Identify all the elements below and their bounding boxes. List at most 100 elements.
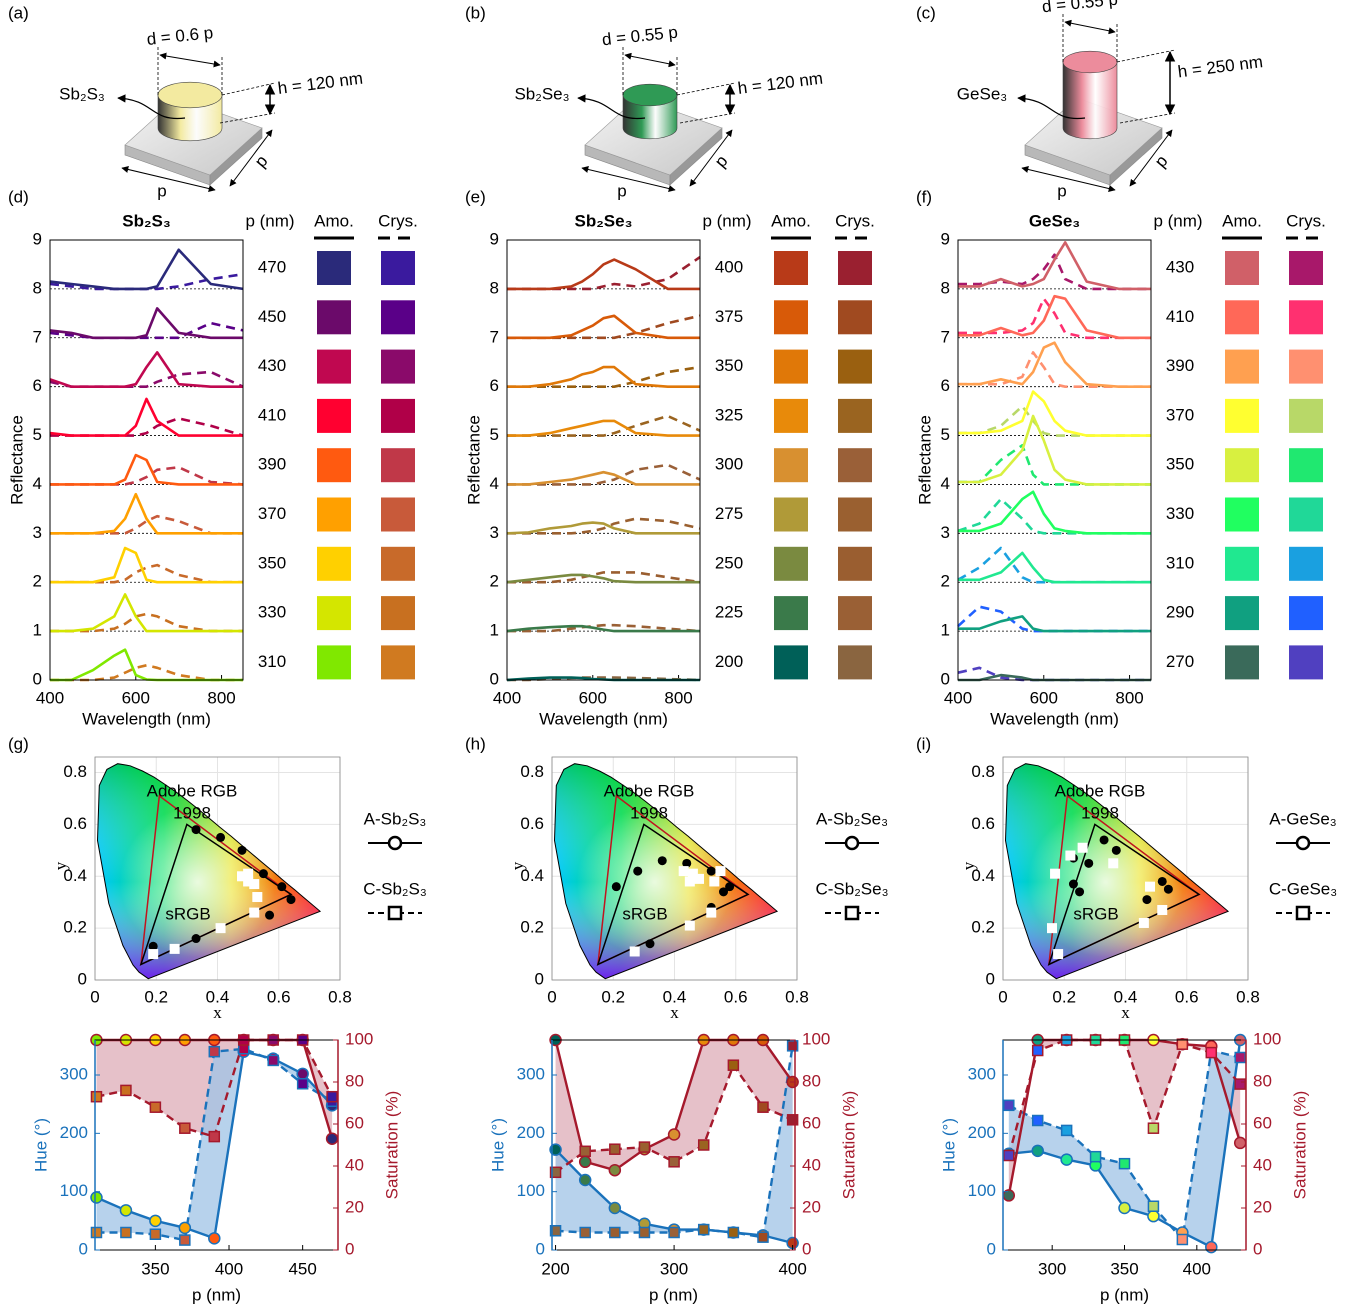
point <box>90 1191 103 1204</box>
dim-arrow <box>159 52 221 68</box>
plot-frame <box>94 756 341 981</box>
legend-label: A-Sb₂Se₃ <box>816 809 888 828</box>
crystalline-point <box>249 907 260 918</box>
amorphous-point <box>633 866 643 876</box>
x-tick-label: 0.2 <box>1052 987 1076 1006</box>
crystalline-point <box>252 892 263 903</box>
legend-label: C-Sb₂Se₃ <box>815 879 888 898</box>
amo-swatch <box>317 596 351 631</box>
point <box>757 1101 769 1113</box>
crystalline-curve <box>50 612 243 633</box>
chart-title: GeSe₃ <box>1029 211 1080 230</box>
crys-swatch <box>1289 497 1323 532</box>
gamut-label: sRGB <box>165 904 210 923</box>
y2-tick-label: 0 <box>802 1239 811 1258</box>
pillar <box>157 94 223 142</box>
range-band <box>555 1045 793 1243</box>
x-axis-label: Wavelength (nm) <box>990 709 1119 728</box>
crys-swatch <box>838 645 872 680</box>
panel-label: (h) <box>465 734 486 753</box>
period-value: 250 <box>715 553 743 572</box>
point <box>1003 1099 1015 1112</box>
point <box>1233 1136 1247 1150</box>
point <box>1060 1153 1073 1166</box>
y-tick-label: 200 <box>968 1123 996 1142</box>
period-value: 350 <box>1166 455 1194 474</box>
y-axis-label: y <box>959 861 978 870</box>
dim-arrow <box>689 129 733 187</box>
panel-label: (i) <box>916 734 931 753</box>
y-tick-label: 8 <box>941 278 950 297</box>
legend-marker <box>387 905 403 921</box>
y2-tick-label: 20 <box>802 1197 821 1216</box>
height-label: h = 120 nm <box>737 69 824 98</box>
gamut-label: Adobe RGB <box>1055 781 1146 800</box>
x-tick-label: 0.6 <box>1175 987 1199 1006</box>
amorphous-curve <box>49 397 243 437</box>
crystalline-point <box>678 866 689 877</box>
amorphous-curve <box>958 490 1151 535</box>
amorphous-point <box>277 882 287 892</box>
y-tick-label: 0.4 <box>520 866 544 885</box>
point <box>208 1232 221 1245</box>
y-tick-label: 7 <box>941 327 950 346</box>
amo-swatch <box>1225 300 1259 335</box>
point <box>1147 1209 1160 1223</box>
crystalline-curve <box>50 466 244 486</box>
crystalline-point <box>237 871 247 882</box>
amo-swatch <box>774 398 808 433</box>
x-axis-label: x <box>1121 1003 1130 1022</box>
period-value: 370 <box>1166 405 1194 424</box>
crystalline-point <box>684 920 695 931</box>
legend-label: C-GeSe₃ <box>1269 879 1337 898</box>
crystalline-point <box>629 946 640 957</box>
amorphous-curve <box>507 365 700 388</box>
amo-swatch <box>774 497 808 532</box>
crystalline-curve <box>958 404 1151 437</box>
y2-axis-label: Saturation (%) <box>1290 1091 1309 1200</box>
crys-swatch <box>381 497 415 532</box>
period-label: p <box>1151 152 1172 171</box>
dim-guide <box>676 82 736 96</box>
y2-tick-label: 100 <box>345 1029 373 1048</box>
y-tick-label: 300 <box>968 1064 996 1083</box>
amo-swatch <box>317 448 351 483</box>
point <box>208 1045 221 1058</box>
height-label: h = 120 nm <box>277 69 364 98</box>
period-value: 450 <box>258 307 286 326</box>
amo-swatch <box>317 300 351 335</box>
crys-swatch <box>838 497 872 532</box>
point <box>697 1223 710 1236</box>
panel-label: (a) <box>8 3 29 22</box>
range-band <box>96 1048 333 1241</box>
amo-swatch <box>1225 546 1259 581</box>
crystalline-point <box>709 876 720 887</box>
point <box>578 1155 592 1169</box>
point <box>120 1226 132 1239</box>
amo-swatch <box>317 645 351 680</box>
pillar-top <box>157 81 223 109</box>
amorphous-point <box>1163 884 1173 894</box>
panel-label: (d) <box>8 187 29 206</box>
x-tick-label: 0.4 <box>1114 987 1138 1006</box>
gamut-label: Adobe RGB <box>604 781 695 800</box>
amo-swatch <box>774 251 808 285</box>
table-header: Crys. <box>1286 211 1326 230</box>
panel-label: (b) <box>465 3 486 22</box>
crys-swatch <box>381 349 415 384</box>
y2-tick-label: 40 <box>345 1155 364 1174</box>
point <box>579 1145 591 1158</box>
amorphous-point <box>216 832 226 842</box>
crystalline-point <box>1145 881 1155 892</box>
period-label: p <box>1057 181 1066 200</box>
y-tick-label: 1 <box>941 621 950 640</box>
y-tick-label: 8 <box>490 278 499 297</box>
y-tick-label: 6 <box>941 376 950 395</box>
point <box>90 1226 103 1239</box>
crys-swatch <box>1289 645 1323 680</box>
point <box>668 1156 680 1168</box>
crystalline-point <box>1047 923 1057 934</box>
amorphous-point <box>611 882 621 892</box>
crystalline-curve <box>507 365 701 388</box>
